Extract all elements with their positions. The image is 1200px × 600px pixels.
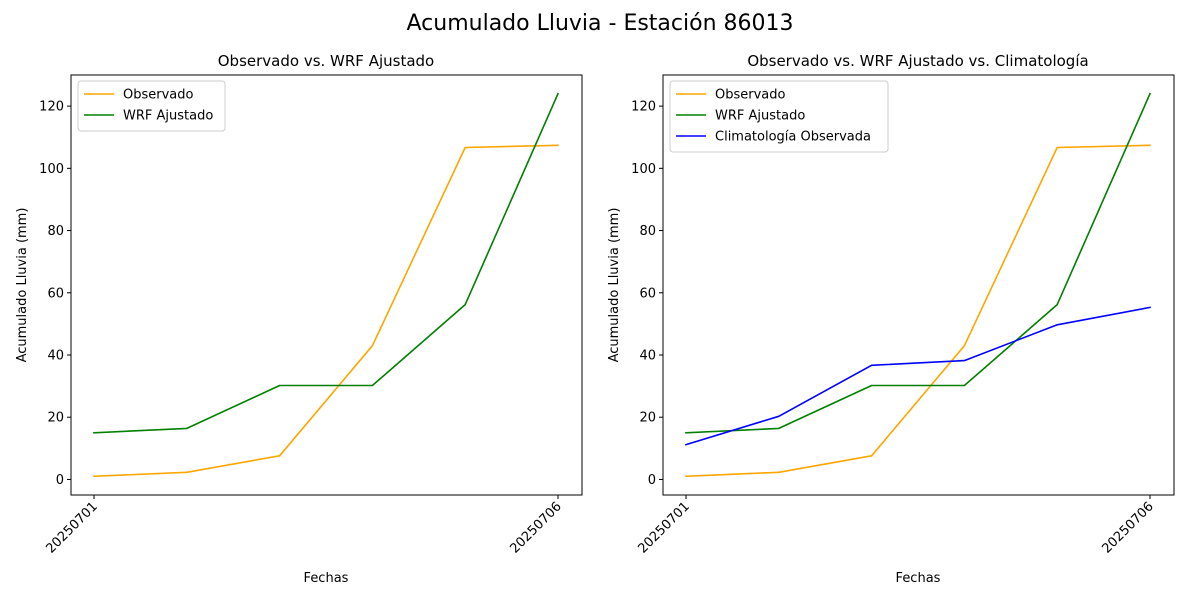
plot-frame-left — [70, 74, 583, 496]
y-tick-label: 60 — [47, 286, 64, 301]
legend-box — [77, 80, 226, 132]
x-tick-label: 20250706 — [507, 499, 564, 556]
series-group-left — [93, 92, 560, 478]
plot-frame-right — [662, 74, 1175, 496]
series-line-wrf-ajustado — [685, 92, 1152, 434]
y-tick-label: 100 — [39, 162, 64, 177]
y-tick-label: 20 — [639, 411, 656, 426]
legend-entry-label: Climatología Observada — [715, 130, 871, 145]
y-axis-label-right: Acumulado Lluvia (mm) — [607, 208, 622, 363]
y-tick-label: 120 — [631, 100, 656, 115]
chart-title-right: Observado vs. WRF Ajustado vs. Climatolo… — [747, 52, 1088, 70]
y-tick-label: 40 — [47, 349, 64, 364]
x-axis-label-right: Fechas — [896, 571, 941, 586]
series-line-climatologia-observada — [685, 306, 1151, 446]
y-tick-label: 20 — [47, 411, 64, 426]
y-tick-label: 120 — [39, 100, 64, 115]
x-tick-label: 20250701 — [43, 499, 100, 556]
y-tick-label: 100 — [631, 162, 656, 177]
x-tick-label: 20250706 — [1099, 499, 1156, 556]
legend-right: Observado WRF Ajustado Climatología Observ… — [669, 80, 889, 153]
legend-entry-label: WRF Ajustado — [123, 109, 213, 124]
series-line-observado — [93, 144, 559, 478]
x-tick-label: 20250701 — [635, 499, 692, 556]
y-tick-label: 80 — [47, 224, 64, 239]
y-tick-label: 0 — [56, 473, 64, 488]
x-axis-label-left: Fechas — [304, 571, 349, 586]
y-tick-label: 60 — [639, 286, 656, 301]
y-tick-label: 0 — [648, 473, 656, 488]
x-axis-right: 20250701 20250706 — [635, 495, 1157, 557]
series-line-wrf-ajustado — [93, 92, 560, 434]
y-axis-label-left: Acumulado Lluvia (mm) — [15, 208, 30, 363]
legend-entry-label: Observado — [123, 88, 194, 103]
y-tick-label: 40 — [639, 349, 656, 364]
y-axis-left: 0 20 40 60 80 100 120 — [39, 100, 71, 488]
chart-panel-left: Observado vs. WRF Ajustado 0 20 40 60 80 100 1… — [15, 52, 583, 586]
legend-left: Observado WRF Ajustado — [77, 80, 226, 132]
legend-box — [669, 80, 889, 153]
x-axis-left: 20250701 20250706 — [43, 495, 565, 557]
chart-title-left: Observado vs. WRF Ajustado — [218, 52, 434, 70]
figure-suptitle: Acumulado Lluvia - Estación 86013 — [407, 11, 794, 36]
chart-panel-right: Observado vs. WRF Ajustado vs. Climatolo… — [607, 52, 1175, 586]
y-tick-label: 80 — [639, 224, 656, 239]
series-group-right — [685, 92, 1152, 478]
legend-entry-label: WRF Ajustado — [715, 109, 805, 124]
y-axis-right: 0 20 40 60 80 100 120 — [631, 100, 663, 488]
legend-entry-label: Observado — [715, 88, 786, 103]
series-line-observado — [685, 144, 1151, 478]
